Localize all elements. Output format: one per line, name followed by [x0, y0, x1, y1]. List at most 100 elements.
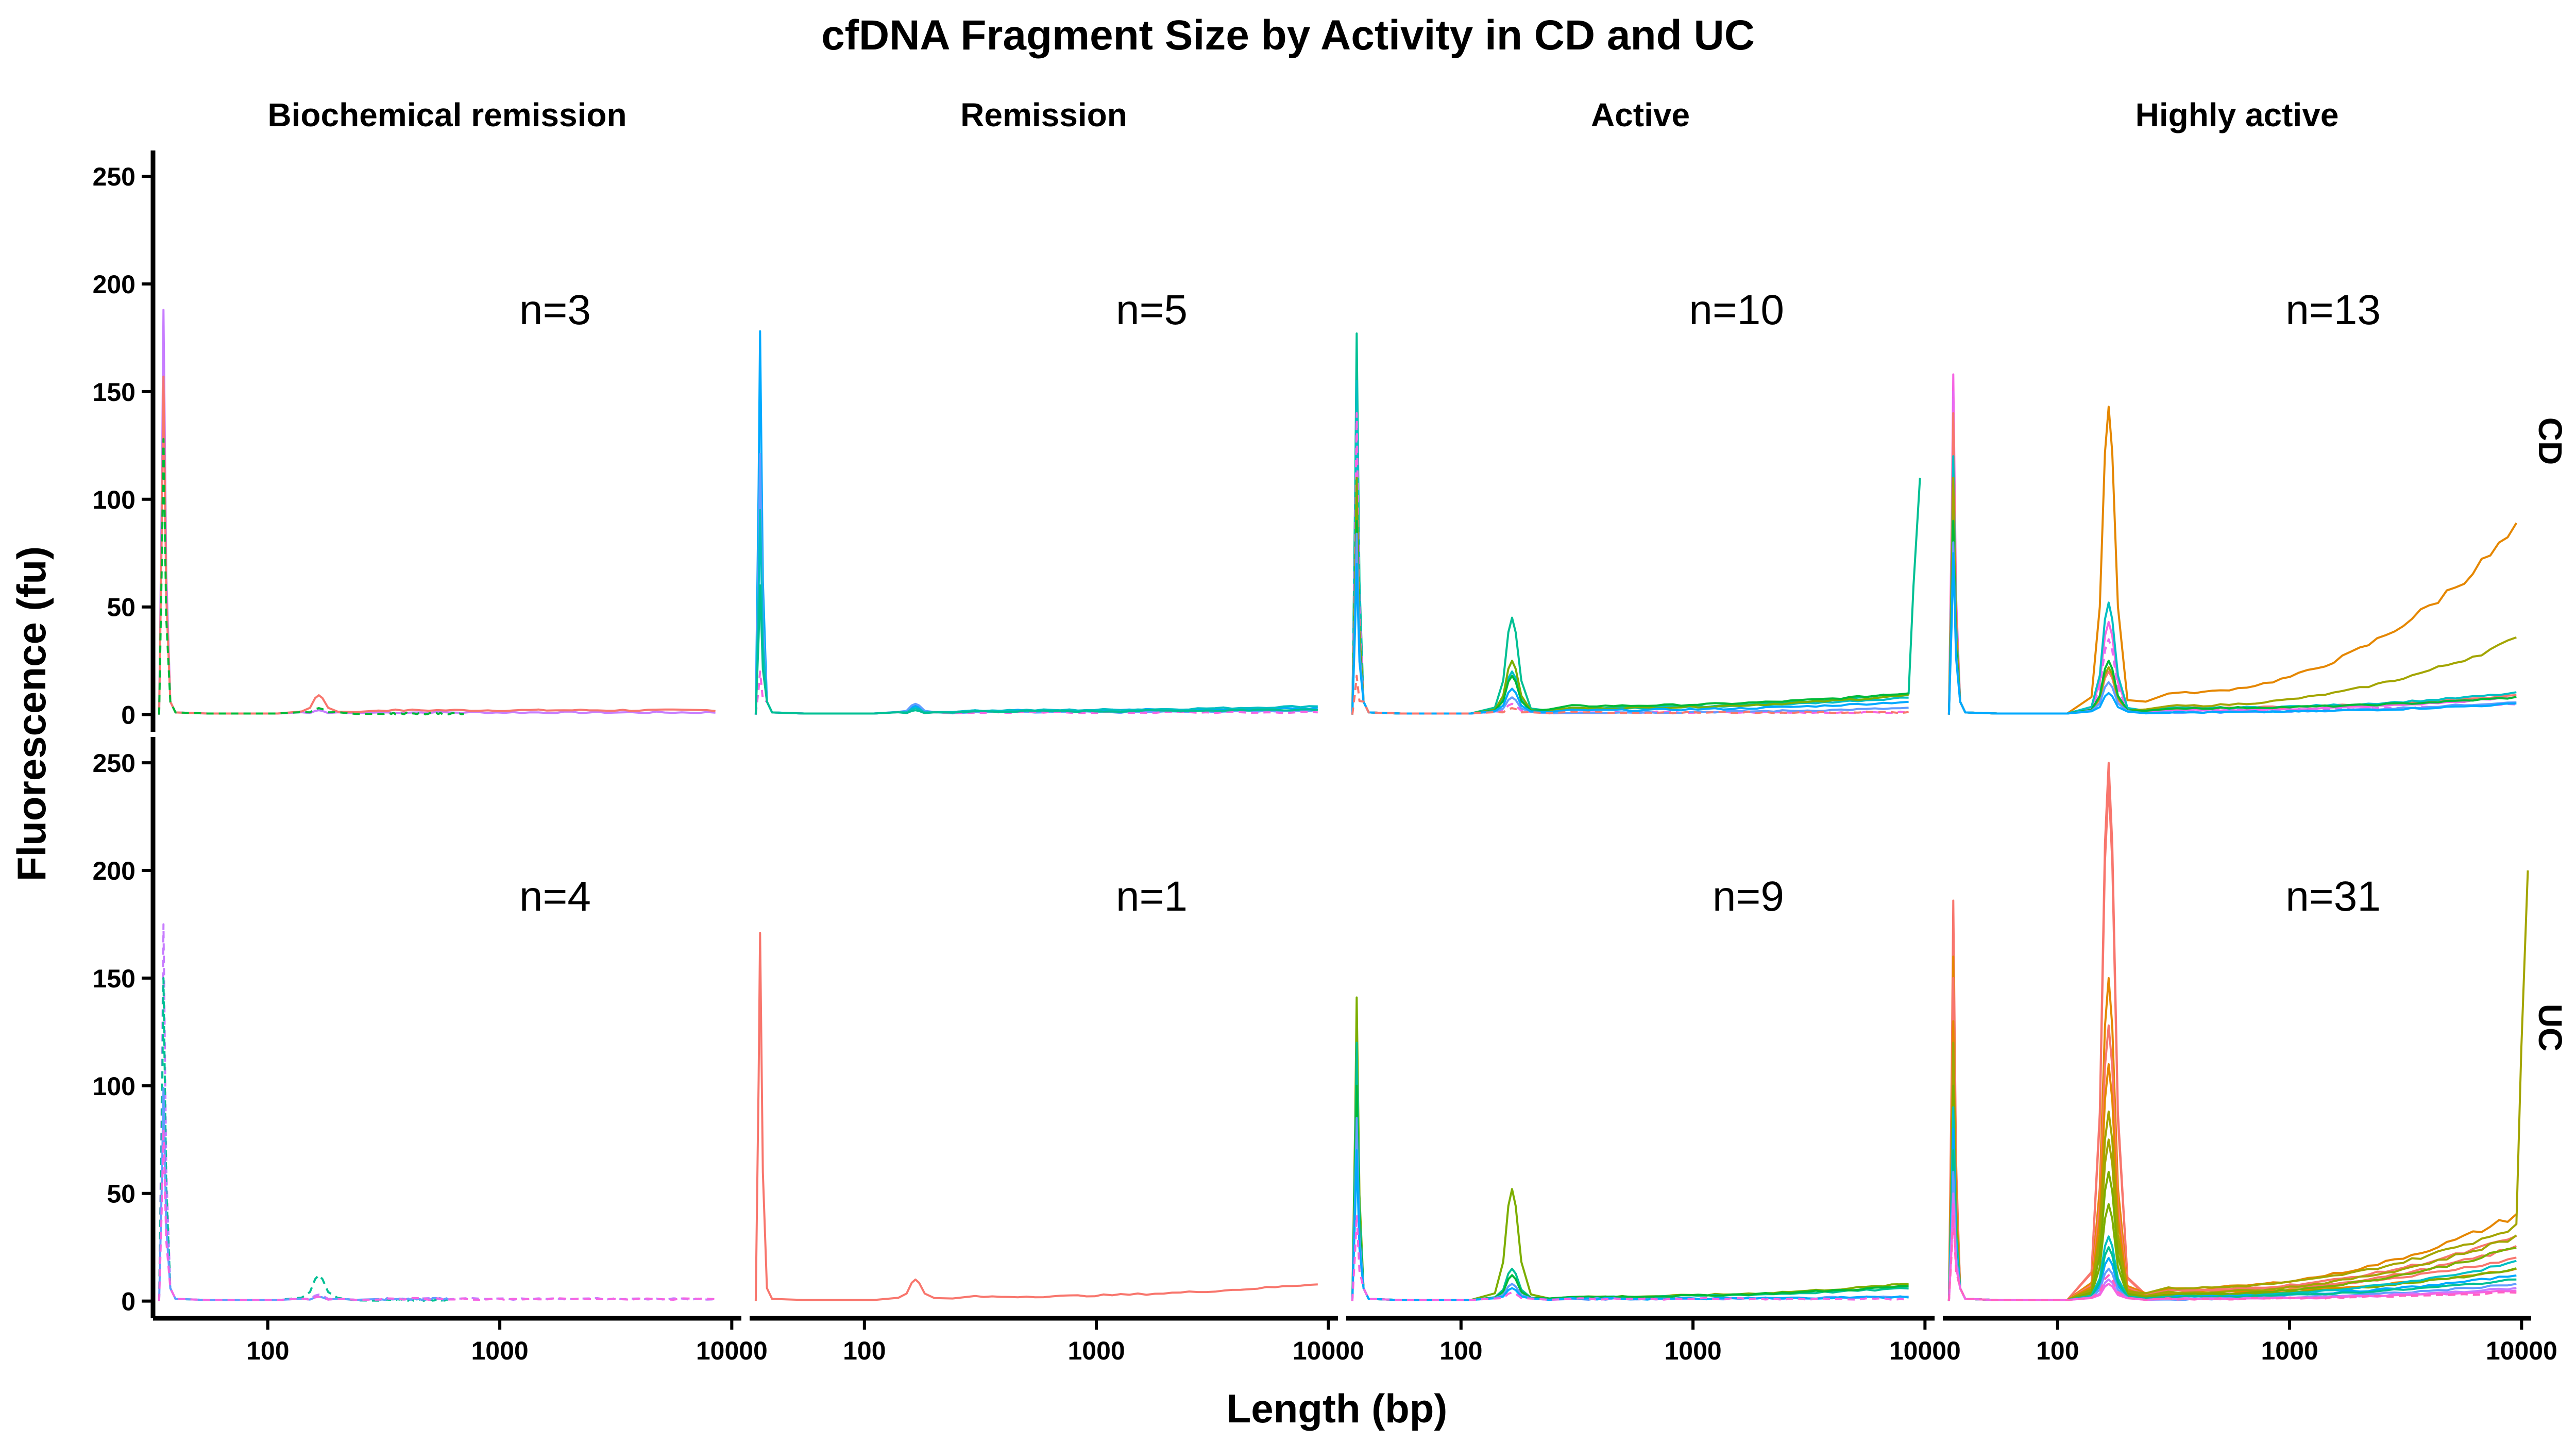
trace-4: [1947, 406, 2518, 715]
panel-uc-active: n=9: [1351, 873, 1909, 1301]
x-axis-highly-active: 100 1000 10000: [1943, 1316, 2557, 1365]
x-tick-label: 100: [246, 1336, 289, 1365]
trace-4: [1351, 477, 1909, 715]
y-tick-label: 100: [93, 485, 135, 514]
trace-3: [1947, 955, 2517, 1301]
y-tick-label: 150: [93, 378, 135, 407]
y-tick-label: 0: [121, 1287, 135, 1316]
trace-2: [158, 375, 716, 715]
trace-11: [1947, 1128, 2517, 1301]
trace-7: [1947, 519, 2517, 715]
x-axis-remission: 100 1000 10000: [750, 1316, 1364, 1365]
strip-highly-active: Highly active: [2136, 96, 2339, 133]
panel-uc-biochemical-remission: n=4: [158, 873, 716, 1302]
trace-1: [158, 923, 716, 1301]
x-axis-title: Length (bp): [1227, 1386, 1448, 1431]
trace-2: [1947, 783, 2517, 1301]
trace-4: [1947, 977, 2517, 1301]
y-axis-cd: 0 50 100 150 200 250: [93, 150, 156, 732]
x-tick-label: 10000: [1293, 1336, 1364, 1365]
trace-6: [1351, 1214, 1909, 1301]
trace-3: [158, 438, 464, 716]
trace-5: [754, 584, 1318, 715]
x-tick-label: 100: [843, 1336, 886, 1365]
trace-1: [1351, 996, 1909, 1301]
panel-uc-remission: n=1: [754, 873, 1318, 1301]
chart-title: cfDNA Fragment Size by Activity in CD an…: [821, 12, 1755, 59]
strip-active: Active: [1591, 96, 1690, 133]
trace-3: [754, 509, 1318, 715]
x-axis-biochemical-remission: 100 1000 10000: [153, 1316, 768, 1365]
count-label: n=10: [1689, 287, 1784, 333]
panel-cd-biochemical-remission: n=3: [158, 287, 716, 716]
y-tick-label: 50: [107, 593, 135, 622]
trace-6: [1947, 477, 2517, 715]
trace-5: [1351, 1149, 1909, 1301]
count-label: n=1: [1116, 873, 1188, 920]
strip-remission: Remission: [960, 96, 1127, 133]
x-tick-label: 1000: [1067, 1336, 1125, 1365]
trace-9: [1947, 552, 2517, 715]
trace-6: [1947, 870, 2529, 1301]
strip-cd: CD: [2532, 417, 2569, 465]
trace-2: [754, 453, 1318, 715]
y-tick-label: 200: [93, 270, 135, 299]
y-tick-label: 0: [121, 701, 135, 730]
trace-2: [158, 977, 449, 1302]
y-tick-label: 200: [93, 857, 135, 885]
x-tick-label: 10000: [1889, 1336, 1961, 1365]
trace-3: [1351, 1084, 1909, 1301]
trace-15: [1947, 1203, 2517, 1301]
y-tick-label: 250: [93, 749, 135, 778]
facet-strips: Biochemical remission Remission Active High…: [267, 96, 2569, 1051]
trace-1: [754, 330, 1318, 715]
x-tick-label: 1000: [2261, 1336, 2318, 1365]
panel-cd-active: n=10: [1351, 287, 1921, 715]
x-tick-label: 10000: [696, 1336, 768, 1365]
x-tick-label: 100: [2036, 1336, 2079, 1365]
trace-2: [1351, 380, 1909, 715]
y-tick-label: 100: [93, 1072, 135, 1101]
panel-uc-highly-active: n=31: [1947, 762, 2529, 1301]
panel-cd-highly-active: n=13: [1947, 287, 2518, 715]
x-tick-label: 1000: [471, 1336, 528, 1365]
trace-1: [158, 309, 716, 715]
x-tick-label: 1000: [1664, 1336, 1721, 1365]
y-axis-uc: 0 50 100 150 200 250: [93, 737, 156, 1318]
trace-2: [1351, 1042, 1909, 1301]
trace-10: [1947, 1106, 2517, 1301]
trace-8: [1351, 675, 1909, 715]
trace-7: [1947, 1063, 2517, 1301]
panel-cd-remission: n=5: [754, 287, 1318, 715]
count-label: n=31: [2285, 873, 2381, 920]
trace-12: [1947, 1149, 2517, 1301]
trace-5: [1351, 519, 1909, 715]
count-label: n=3: [519, 287, 591, 333]
trace-8: [1947, 1084, 2517, 1301]
trace-4: [158, 1128, 716, 1301]
trace-3: [158, 1087, 449, 1301]
trace-9: [1947, 1095, 2517, 1301]
trace-5: [1947, 455, 2517, 715]
x-tick-label: 10000: [2486, 1336, 2557, 1365]
count-label: n=5: [1116, 287, 1188, 333]
trace-5: [1947, 1020, 2517, 1301]
count-label: n=4: [519, 873, 591, 920]
trace-1: [1947, 762, 2517, 1301]
strip-uc: UC: [2532, 1004, 2569, 1051]
strip-biochemical-remission: Biochemical remission: [267, 96, 626, 133]
trace-2: [1947, 390, 2517, 715]
x-axis-active: 100 1000 10000: [1346, 1316, 1961, 1365]
trace-4: [1351, 1117, 1909, 1301]
y-tick-label: 150: [93, 964, 135, 993]
count-label: n=9: [1713, 873, 1784, 920]
trace-7: [1351, 563, 1909, 715]
trace-6: [1351, 532, 1909, 715]
trace-16: [1947, 1214, 2517, 1301]
y-axis-title: Fluorescence (fu): [9, 546, 54, 881]
count-label: n=13: [2285, 287, 2381, 333]
y-tick-label: 250: [93, 162, 135, 191]
x-tick-label: 100: [1439, 1336, 1482, 1365]
